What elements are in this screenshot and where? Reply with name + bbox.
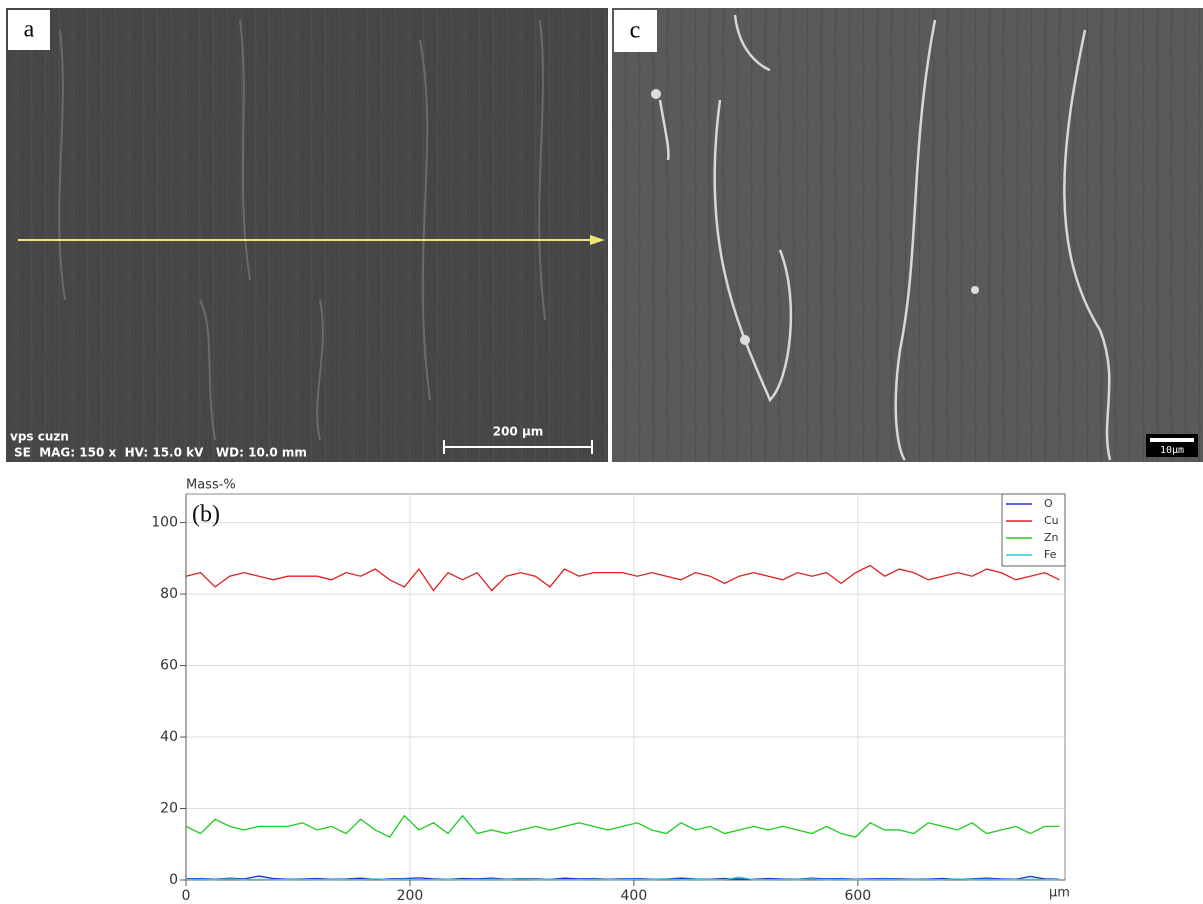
series-line	[185, 564, 1060, 592]
legend-label: O	[1044, 497, 1053, 510]
y-tick-label: 100	[151, 515, 178, 531]
series-line	[185, 876, 1060, 881]
y-tick-label: 20	[160, 801, 178, 817]
sem-image-c: c 10µm	[612, 8, 1203, 462]
y-tick-label: 60	[160, 658, 178, 674]
chart: 0 20 40 60 80 100 0 200 400 600 Mass-% µm (b) O Cu Zn Fe	[151, 478, 1070, 904]
x-tick-label: 600	[844, 888, 871, 904]
y-tick-label: 80	[160, 586, 178, 602]
legend-box	[1001, 493, 1066, 567]
legend-label: Cu	[1044, 514, 1059, 527]
y-tick-label: 0	[169, 872, 178, 888]
panel-label: c	[630, 18, 641, 44]
x-tick-label: 0	[182, 888, 191, 904]
y-axis-label: Mass-%	[186, 478, 236, 493]
x-axis-label: µm	[1049, 886, 1070, 901]
image-caption: SE MAG: 150 x HV: 15.0 kV WD: 10.0 mm	[14, 446, 307, 460]
sem-image-a: a vps cuzn SE MAG: 150 x HV: 15.0 kV WD:…	[6, 8, 608, 462]
panel-label: (b)	[192, 502, 220, 528]
panel-label: a	[24, 17, 35, 43]
series-line	[185, 814, 1060, 838]
x-tick-label: 200	[397, 888, 424, 904]
y-tick-label: 40	[160, 729, 178, 745]
image-caption: vps cuzn	[10, 430, 69, 444]
scale-label: 10µm	[1160, 445, 1184, 456]
x-tick-label: 400	[621, 888, 648, 904]
plot-area	[185, 493, 1066, 881]
legend-label: Fe	[1044, 548, 1057, 561]
scale-label: 200 µm	[493, 425, 544, 439]
legend-label: Zn	[1044, 531, 1059, 544]
